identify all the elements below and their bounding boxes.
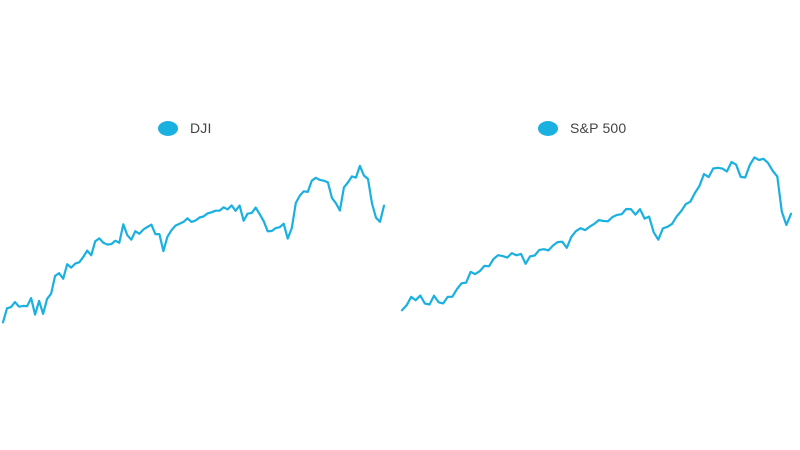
legend-marker (158, 120, 178, 136)
series-line-dji (1, 164, 386, 324)
legend: S&P 500 (538, 120, 626, 136)
chart-panel-dji: DJI (1, 120, 386, 324)
legend: DJI (158, 120, 212, 136)
chart-panel-sp500: S&P 500 (400, 0, 800, 450)
legend-marker (538, 120, 558, 136)
line-chart (400, 156, 793, 312)
line-chart (1, 164, 386, 324)
legend-label: DJI (190, 120, 212, 136)
legend-label: S&P 500 (570, 120, 627, 136)
series-line-s-p-500 (400, 156, 793, 312)
